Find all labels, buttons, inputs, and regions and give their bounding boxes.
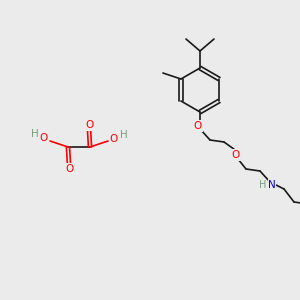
Text: N: N	[268, 180, 276, 190]
Text: H: H	[31, 129, 39, 139]
Text: O: O	[232, 150, 240, 160]
Text: H: H	[120, 130, 128, 140]
Text: O: O	[85, 120, 93, 130]
Text: O: O	[40, 133, 48, 143]
Text: H: H	[259, 180, 267, 190]
Text: O: O	[65, 164, 73, 174]
Text: O: O	[110, 134, 118, 144]
Text: O: O	[194, 121, 202, 131]
